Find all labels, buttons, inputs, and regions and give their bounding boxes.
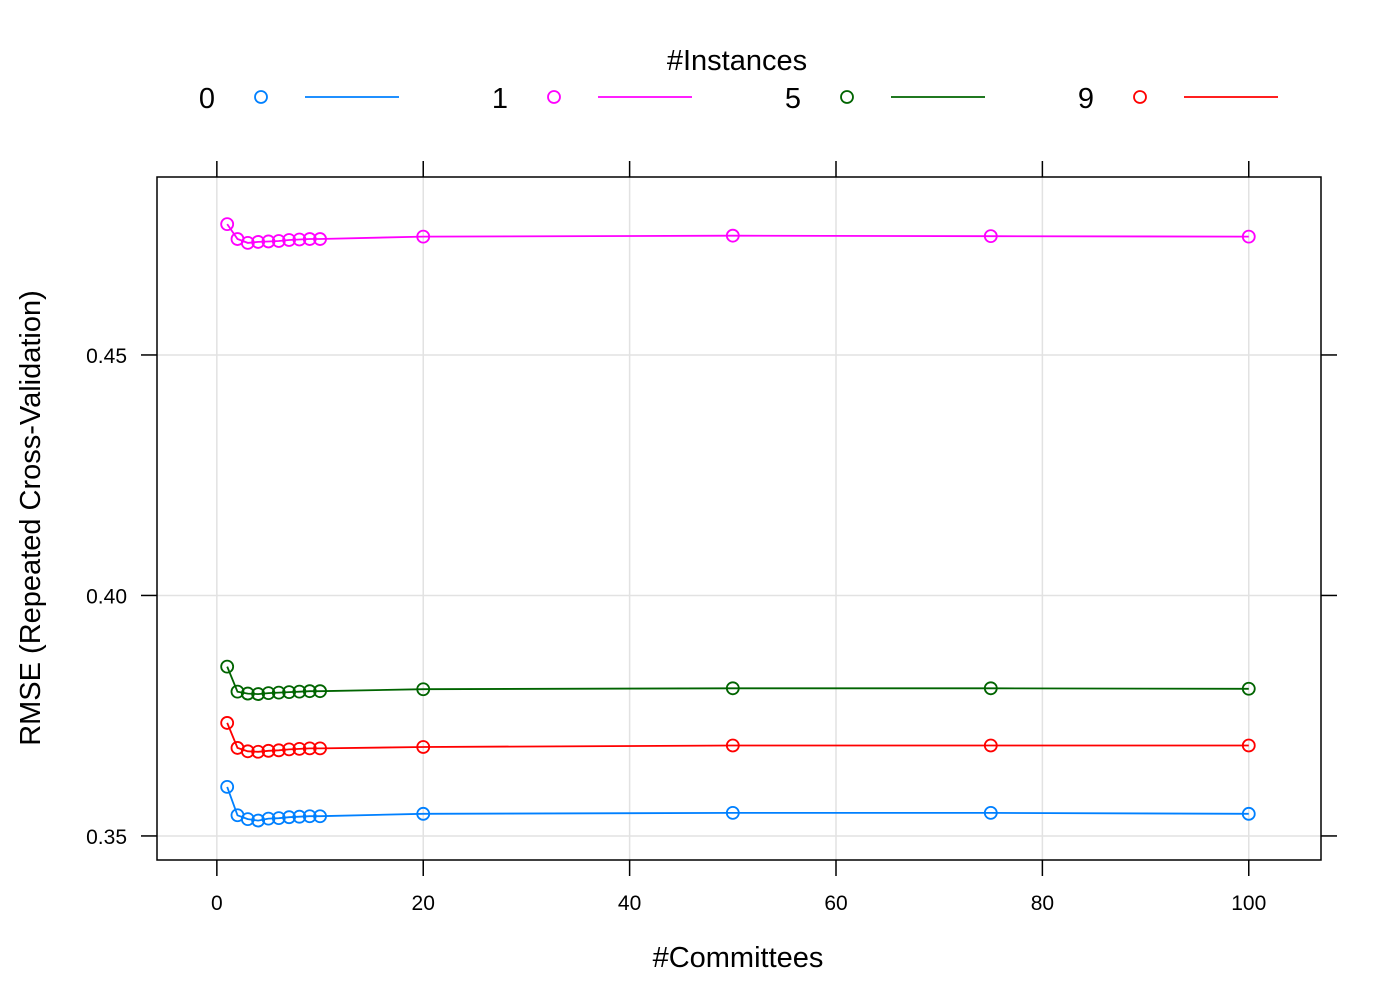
axes: 0 20 40 60 80 100 0.35 0.40 0.45 <box>86 161 1337 915</box>
data-point-0 <box>282 810 296 825</box>
data-point-9 <box>271 743 286 758</box>
data-point-1 <box>220 217 235 232</box>
data-point-0 <box>292 809 307 824</box>
legend-point-9 <box>1133 90 1147 104</box>
data-point-0 <box>261 811 276 826</box>
data-point-9 <box>220 716 235 730</box>
data-point-0 <box>240 812 255 827</box>
y-tick-label: 0.35 <box>86 826 127 849</box>
data-point-0 <box>302 809 317 824</box>
x-tick-label: 100 <box>1231 892 1266 915</box>
data-point-0 <box>271 811 286 826</box>
data-point-9 <box>240 744 255 759</box>
grid <box>157 177 1321 860</box>
x-tick-label: 60 <box>824 892 847 915</box>
x-tick-label: 20 <box>412 892 435 915</box>
y-tick-label: 0.40 <box>86 585 127 608</box>
data-point-5 <box>240 686 255 701</box>
x-tick-label: 0 <box>211 892 223 915</box>
data-point-1 <box>240 235 255 250</box>
data-point-0 <box>313 809 327 824</box>
data-point-0 <box>1241 806 1256 821</box>
data-point-5 <box>251 687 266 701</box>
data-point-5 <box>1241 681 1256 696</box>
legend-point-0 <box>254 90 268 104</box>
legend-label-1: 1 <box>492 83 508 115</box>
data-point-1 <box>1241 229 1256 244</box>
y-tick-label: 0.45 <box>86 345 127 368</box>
legend: 0 1 5 9 <box>199 83 1278 115</box>
data-point-9 <box>313 741 327 756</box>
legend-point-1 <box>547 90 561 104</box>
plot-frame <box>156 176 1322 861</box>
data-point-1 <box>251 235 266 249</box>
data-point-9 <box>251 744 266 759</box>
data-point-5 <box>271 685 286 700</box>
data-point-0 <box>251 813 266 828</box>
data-point-9 <box>725 738 740 753</box>
data-point-5 <box>220 659 235 674</box>
y-axis-title: RMSE (Repeated Cross-Validation) <box>15 290 47 746</box>
data-point-9 <box>416 740 431 754</box>
legend-title: #Instances <box>667 45 807 77</box>
data-point-1 <box>725 228 740 243</box>
data-point-5 <box>416 682 431 697</box>
data-point-1 <box>983 229 998 244</box>
data-point-9 <box>282 742 296 757</box>
data-point-5 <box>282 685 296 700</box>
series-layer <box>220 217 1256 828</box>
data-point-9 <box>1241 738 1256 753</box>
legend-label-9: 9 <box>1078 83 1094 115</box>
data-point-1 <box>292 232 307 247</box>
data-point-5 <box>261 686 276 700</box>
data-point-5 <box>292 684 307 699</box>
data-point-9 <box>261 743 276 758</box>
data-point-0 <box>416 806 431 821</box>
data-point-0 <box>725 805 740 820</box>
data-point-9 <box>292 741 307 756</box>
data-point-0 <box>220 779 235 794</box>
data-point-1 <box>282 233 296 247</box>
legend-label-0: 0 <box>199 83 215 115</box>
data-point-1 <box>302 232 317 246</box>
legend-label-5: 5 <box>785 83 801 115</box>
x-tick-label: 40 <box>618 892 641 915</box>
data-point-0 <box>983 805 998 820</box>
data-point-1 <box>313 232 327 246</box>
data-point-5 <box>230 684 245 699</box>
x-axis-title: #Committees <box>653 942 824 974</box>
data-point-1 <box>416 229 431 244</box>
data-point-9 <box>302 741 317 756</box>
x-tick-label: 80 <box>1031 892 1054 915</box>
data-point-1 <box>271 234 286 248</box>
data-point-5 <box>313 684 327 699</box>
data-point-5 <box>983 681 998 696</box>
data-point-5 <box>725 681 740 696</box>
legend-point-5 <box>840 90 854 104</box>
data-point-1 <box>261 234 276 249</box>
data-point-5 <box>302 684 317 699</box>
data-point-9 <box>983 738 998 753</box>
